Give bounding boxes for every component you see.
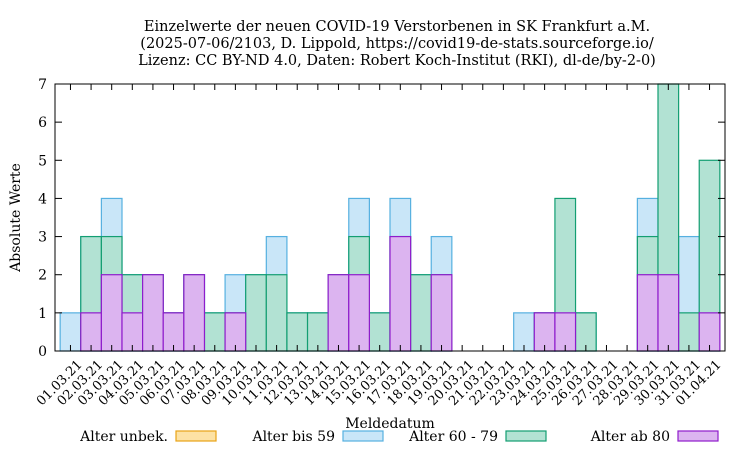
y-tick-label: 4 (38, 191, 47, 207)
bars (59, 83, 721, 352)
x-axis: 01.03.2102.03.2103.03.2104.03.2105.03.21… (34, 84, 725, 409)
legend-swatch-alter-60-79 (505, 430, 547, 442)
legend-swatch-alter-bis-59 (342, 430, 384, 442)
y-tick-label: 5 (38, 153, 47, 169)
bar-alter-ab-80-03.03.21 (100, 274, 123, 352)
chart-title-line-1: Einzelwerte der neuen COVID-19 Verstorbe… (144, 19, 650, 35)
chart-title-line-3: Lizenz: CC BY-ND 4.0, Daten: Robert Koch… (138, 53, 656, 69)
bar-alter-ab-80-29.03.21 (636, 274, 659, 352)
bar-alter-60-79-18.03.21 (410, 274, 432, 352)
chart-title: Einzelwerte der neuen COVID-19 Verstorbe… (138, 19, 656, 69)
bar-alter-ab-80-05.03.21 (142, 274, 164, 352)
bar-alter-ab-80-15.03.21 (348, 274, 370, 352)
legend-label-alter-60-79: Alter 60 - 79 (408, 429, 498, 445)
y-tick-label: 7 (38, 77, 47, 93)
y-axis-label: Absolute Werte (8, 163, 24, 273)
bar-alter-ab-80-30.03.21 (657, 274, 680, 352)
y-tick-label: 2 (38, 268, 47, 284)
bar-alter-ab-80-17.03.21 (389, 235, 412, 352)
legend: Alter unbek. Alter bis 59 Alter 60 - 79 Alt… (79, 429, 719, 445)
bar-alter-ab-80-14.03.21 (327, 274, 350, 352)
y-tick-label: 1 (38, 306, 47, 322)
legend-label-alter-bis-59: Alter bis 59 (251, 429, 335, 445)
x-axis-label: Meldedatum (345, 416, 435, 432)
y-tick-label: 3 (38, 230, 47, 246)
bar-alter-ab-80-19.03.21 (430, 274, 453, 352)
legend-swatch-alter-ab-80 (677, 430, 719, 442)
y-axis: 0 1 2 3 4 5 6 7 (38, 77, 725, 360)
y-tick-label: 6 (38, 115, 47, 131)
chart-title-line-2: (2025-07-06/2103, D. Lippold, https://co… (140, 36, 654, 52)
bar-alter-60-79-11.03.21 (265, 274, 288, 352)
legend-label-alter-ab-80: Alter ab 80 (590, 429, 670, 445)
y-tick-label: 0 (38, 344, 47, 360)
plot-frame (54, 83, 726, 352)
bar-alter-60-79-10.03.21 (245, 274, 267, 352)
legend-label-alter-unbek: Alter unbek. (79, 429, 168, 445)
legend-swatch-alter-unbek (175, 430, 217, 442)
bar-alter-ab-80-07.03.21 (183, 274, 206, 352)
